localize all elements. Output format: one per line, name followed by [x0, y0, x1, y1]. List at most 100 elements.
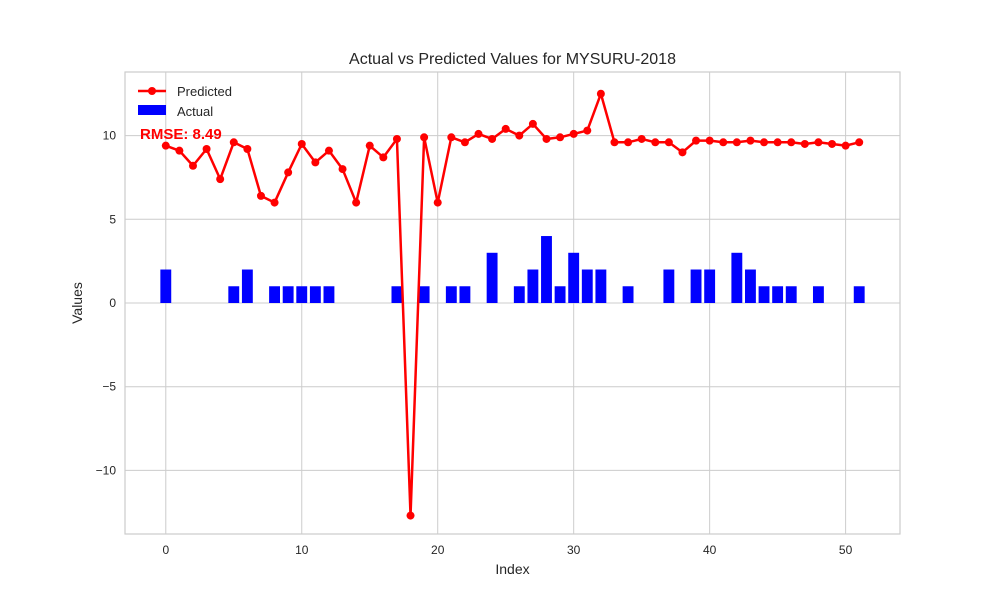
rmse-annotation: RMSE: 8.49	[140, 126, 222, 143]
predicted-point	[501, 124, 510, 133]
actual-bar	[527, 269, 539, 303]
actual-bar	[309, 286, 321, 303]
predicted-point	[311, 158, 320, 167]
predicted-series	[161, 89, 864, 520]
actual-bar	[459, 286, 471, 303]
predicted-point	[800, 139, 809, 148]
legend-predicted-label: Predicted	[177, 84, 232, 99]
predicted-point	[760, 138, 769, 147]
actual-bar	[772, 286, 784, 303]
actual-bar	[595, 269, 607, 303]
legend: Predicted Actual	[138, 84, 232, 119]
predicted-point	[678, 148, 687, 157]
y-axis-label: Values	[69, 282, 85, 324]
predicted-point	[773, 138, 782, 147]
x-tick-label: 10	[295, 543, 309, 557]
predicted-point	[515, 131, 524, 140]
predicted-point	[188, 161, 197, 170]
predicted-point	[256, 191, 265, 200]
predicted-point	[583, 126, 592, 135]
predicted-point	[610, 138, 619, 147]
predicted-point	[365, 141, 374, 150]
actual-bar	[513, 286, 525, 303]
predicted-point	[379, 153, 388, 162]
predicted-point	[787, 138, 796, 147]
actual-bar	[704, 269, 716, 303]
y-tick-label: 5	[109, 212, 116, 226]
y-tick-label: 0	[109, 296, 116, 310]
actual-bar	[445, 286, 457, 303]
x-tick-labels: 0 10 20 30 40 50	[162, 543, 852, 557]
actual-bar	[745, 269, 756, 303]
predicted-point	[528, 119, 537, 128]
predicted-point	[474, 129, 483, 138]
actual-bar	[160, 269, 172, 303]
predicted-point	[243, 145, 252, 153]
predicted-point	[352, 198, 361, 207]
predicted-point	[637, 134, 646, 143]
plot-area: 0 10 20 30 40 50 −10 −5 0 5 10	[96, 71, 901, 557]
actual-bar	[541, 236, 552, 303]
actual-bars	[160, 236, 865, 303]
predicted-point	[569, 129, 578, 138]
plot-frame	[124, 71, 901, 535]
x-tick-label: 0	[162, 543, 169, 557]
legend-actual-swatch	[138, 105, 166, 115]
actual-bar	[785, 286, 797, 303]
y-tick-label: −10	[96, 463, 117, 477]
predicted-point	[270, 198, 279, 207]
predicted-point	[447, 133, 456, 142]
predicted-point	[746, 136, 755, 145]
actual-bar	[568, 252, 580, 303]
legend-actual-label: Actual	[177, 104, 213, 119]
y-tick-label: 10	[103, 129, 117, 143]
actual-bar	[581, 269, 593, 303]
actual-bar	[269, 286, 280, 303]
y-tick-label: −5	[102, 380, 116, 394]
predicted-point	[229, 138, 238, 147]
predicted-point	[841, 141, 850, 150]
actual-bar	[812, 286, 824, 303]
predicted-point	[392, 134, 401, 143]
predicted-point	[175, 146, 184, 155]
actual-bar	[758, 286, 770, 303]
predicted-point	[542, 134, 551, 143]
predicted-point	[420, 133, 429, 142]
actual-bar	[323, 286, 335, 303]
predicted-point	[460, 138, 469, 147]
predicted-point	[488, 134, 497, 143]
predicted-point	[161, 141, 170, 150]
chart-title: Actual vs Predicted Values for MYSURU-20…	[349, 51, 676, 68]
actual-bar	[731, 252, 743, 303]
predicted-point	[556, 133, 565, 142]
y-tick-labels: −10 −5 0 5 10	[96, 129, 117, 478]
predicted-point	[596, 89, 605, 98]
actual-bar	[622, 286, 634, 303]
actual-bar	[228, 286, 240, 303]
actual-bar	[554, 286, 566, 303]
predicted-point	[732, 138, 741, 147]
predicted-line	[165, 92, 860, 517]
x-tick-label: 50	[839, 543, 853, 557]
actual-bar	[486, 252, 498, 303]
predicted-point	[814, 138, 823, 147]
predicted-point	[719, 138, 728, 147]
x-tick-label: 20	[431, 543, 445, 557]
predicted-point	[216, 175, 225, 184]
predicted-point	[324, 146, 333, 155]
x-tick-label: 40	[703, 543, 717, 557]
predicted-point	[664, 138, 673, 147]
predicted-point	[624, 138, 633, 147]
predicted-point	[406, 511, 415, 520]
predicted-point	[202, 145, 211, 153]
predicted-point	[297, 139, 306, 148]
actual-bar	[282, 286, 294, 303]
actual-bar	[663, 269, 675, 303]
predicted-point	[828, 139, 837, 148]
actual-bar	[241, 269, 253, 303]
actual-bar	[853, 286, 865, 303]
predicted-point	[338, 165, 347, 174]
x-axis-label: Index	[495, 561, 529, 577]
